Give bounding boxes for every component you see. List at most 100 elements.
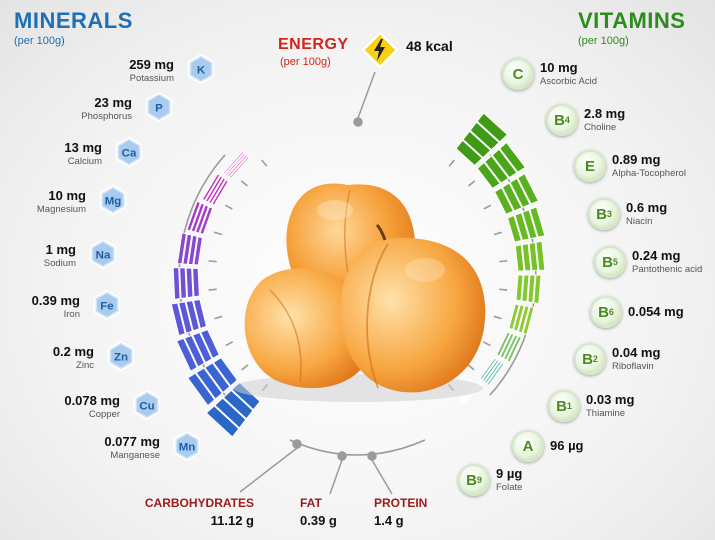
bar-segment (512, 304, 525, 332)
bar-segment (175, 337, 198, 372)
mineral-hex-icon: P (145, 92, 173, 122)
mineral-bars (170, 150, 261, 438)
macro-protein: PROTEIN 1.4 g (374, 496, 444, 528)
vitamin-name: Ascorbic Acid (540, 76, 598, 87)
bar-segment (515, 274, 524, 302)
arc-tick (467, 364, 475, 371)
vitamin-circle-icon: E (574, 150, 606, 182)
mineral-name: Sodium (43, 258, 76, 269)
vitamins-title: VITAMINS (578, 8, 686, 33)
bar-segment (224, 152, 247, 177)
vitamin-letter: B (466, 471, 477, 489)
bar-segment (517, 305, 530, 334)
vitamin-subscript: 4 (564, 115, 570, 125)
vitamin-subscript: 5 (612, 257, 618, 267)
macro-carbohydrates-value: 11.12 g (210, 513, 254, 528)
bar-segment (172, 266, 181, 300)
bar-segment (199, 206, 214, 235)
vitamin-item: B 5 0.24 mg Pantothenic acid (594, 246, 715, 280)
mineral-value: 0.077 mg (104, 434, 160, 449)
bar-segment (521, 243, 532, 272)
arc-tick (482, 341, 491, 347)
mineral-item: 13 mg Calcium Ca (0, 137, 230, 174)
vitamin-name: Folate (496, 482, 523, 493)
energy-block: ENERGY (per 100g) 48 kcal (278, 32, 478, 76)
mineral-value: 0.39 mg (31, 293, 80, 308)
bar-segment (191, 331, 213, 364)
bar-segment (176, 232, 187, 265)
vitamin-subscript: 2 (592, 354, 598, 364)
mineral-value: 13 mg (64, 140, 102, 155)
bar-segment (522, 306, 535, 336)
vitamin-letter: B (602, 253, 613, 271)
vitamin-value: 0.04 mg (612, 345, 661, 360)
mineral-hex-icon: Mn (173, 431, 201, 461)
bar-segment (491, 148, 518, 179)
macro-fat: FAT 0.39 g (300, 496, 360, 528)
mineral-symbol: Mn (179, 441, 196, 453)
bar-segment (185, 267, 194, 299)
vitamin-value: 10 mg (540, 60, 578, 75)
mineral-name: Manganese (110, 450, 160, 461)
bar-segment (521, 209, 538, 240)
vitamin-letter: B (598, 303, 609, 321)
vitamins-header: VITAMINS (per 100g) (578, 8, 685, 47)
bar-segment (503, 334, 519, 361)
vitamin-circle-icon: A (512, 430, 544, 462)
minerals-header: MINERALS (per 100g) (14, 8, 133, 47)
bar-segment (508, 303, 520, 331)
mineral-value: 10 mg (48, 188, 86, 203)
vitamin-item: B 1 0.03 mg Thiamine (548, 390, 715, 424)
macro-protein-name: PROTEIN (374, 496, 428, 510)
vitamin-item: E 0.89 mg Alpha-Tocopherol (574, 150, 715, 184)
mineral-item: 0.2 mg Zinc Zn (0, 341, 230, 378)
bar-segment (182, 233, 193, 265)
bar-segment (187, 234, 198, 266)
bar-segment (535, 240, 546, 271)
arc-tick (261, 159, 268, 167)
bar-segment (192, 267, 200, 298)
mineral-hex-icon: Zn (107, 341, 135, 371)
vitamins-per: (per 100g) (578, 35, 629, 47)
bar-segment (195, 367, 223, 400)
vitamin-value: 2.8 mg (584, 106, 626, 121)
bar-segment (514, 211, 530, 241)
vitamin-item: B 4 2.8 mg Choline (546, 104, 715, 138)
vitamin-subscript: 1 (566, 401, 572, 411)
bar-segment (204, 175, 224, 203)
bar-segment (528, 241, 539, 272)
vitamin-subscript: 6 (608, 307, 614, 317)
bar-segment (192, 298, 208, 330)
bar-segment (499, 332, 515, 359)
vitamin-value: 0.24 mg (632, 248, 681, 263)
vitamin-name: Riboflavin (612, 361, 654, 372)
mineral-value: 0.2 mg (52, 344, 94, 359)
bar-segment (201, 173, 221, 202)
bar-segment (185, 300, 200, 332)
arc-tick (208, 260, 217, 263)
bar-segment (506, 335, 523, 363)
bar-segment (486, 362, 505, 387)
bar-segment (207, 177, 227, 205)
mineral-hex-icon: K (187, 54, 215, 84)
minerals-per: (per 100g) (14, 35, 65, 47)
bar-segment (455, 139, 484, 167)
vitamin-value: 0.89 mg (612, 152, 661, 167)
mineral-item: 23 mg Phosphorus P (0, 92, 230, 129)
mineral-symbol: P (155, 102, 163, 114)
bar-segment (228, 156, 250, 180)
vitamin-letter: E (584, 157, 595, 175)
vitamin-letter: B (596, 205, 607, 223)
mineral-item: 0.077 mg Manganese Mn (0, 431, 230, 468)
bar-segment (190, 202, 206, 233)
mineral-hex-icon: Fe (93, 290, 121, 320)
vitamin-letter: B (554, 111, 565, 129)
bar-segment (479, 357, 498, 381)
arc-tick (214, 315, 223, 320)
bar-segment (476, 112, 509, 143)
mineral-symbol: Mg (105, 195, 122, 207)
